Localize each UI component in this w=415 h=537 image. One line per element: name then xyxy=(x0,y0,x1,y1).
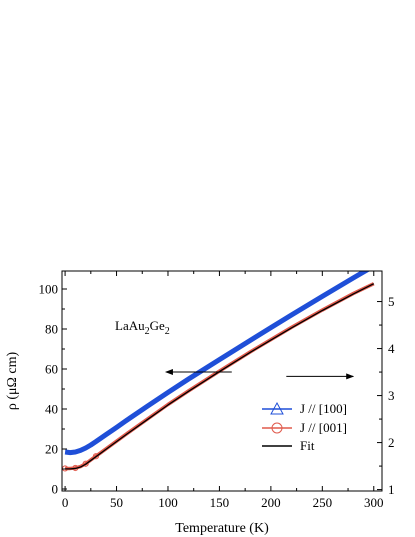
y2-tick-label: 1 xyxy=(388,482,395,497)
x-axis: 0 50 100 150 200 250 300 xyxy=(62,271,384,510)
compound-sub-1: 2 xyxy=(145,326,150,337)
y-tick-label: 40 xyxy=(45,402,58,417)
svg-text:J // [001]: J // [001] xyxy=(300,420,347,435)
data-point xyxy=(82,460,89,467)
x-tick-label: 200 xyxy=(261,495,281,510)
triangle-marker-icon xyxy=(270,401,284,415)
y-tick-label: 80 xyxy=(45,322,58,337)
y-axis-title: ρ (μΩ cm) xyxy=(5,352,20,411)
y-tick-label: 100 xyxy=(39,282,59,297)
legend-entry-001: J // [001] xyxy=(262,420,347,435)
fit-line xyxy=(65,283,375,470)
compound-label: LaAu2Ge2 xyxy=(115,318,170,337)
x-tick-label: 50 xyxy=(110,495,123,510)
y-tick-label: 60 xyxy=(45,362,58,377)
plot-frame xyxy=(61,270,383,492)
x-tick-label: 300 xyxy=(364,495,384,510)
y-axis-right: 1 2 3 4 5 xyxy=(377,294,395,497)
compound-sub-2: 2 xyxy=(165,326,170,337)
y2-tick-label: 3 xyxy=(388,388,395,403)
y-tick-label: 0 xyxy=(52,482,59,497)
y-tick-label: 20 xyxy=(45,442,58,457)
series-J // [001] xyxy=(62,282,375,472)
legend: J // [100] J // [001] Fit xyxy=(262,401,347,453)
svg-text:J // [100]: J // [100] xyxy=(300,401,347,416)
y2-tick-label: 2 xyxy=(388,435,395,450)
y2-tick-label: 4 xyxy=(388,341,395,356)
svg-text:Fit: Fit xyxy=(300,438,315,453)
compound-base: LaAu xyxy=(115,318,145,333)
x-tick-label: 0 xyxy=(62,495,69,510)
compound-mid: Ge xyxy=(150,318,165,333)
data-point xyxy=(92,453,100,460)
y2-tick-label: 5 xyxy=(388,294,395,309)
x-tick-label: 100 xyxy=(158,495,178,510)
x-tick-label: 250 xyxy=(313,495,333,510)
series-layer xyxy=(62,271,375,472)
series-Fit xyxy=(65,283,375,470)
legend-entry-fit: Fit xyxy=(262,438,315,453)
y-axis-left: 0 20 40 60 80 100 xyxy=(39,282,67,497)
circle-marker-icon xyxy=(271,422,283,434)
legend-entry-100: J // [100] xyxy=(262,401,347,416)
x-tick-label: 150 xyxy=(210,495,230,510)
series-line xyxy=(64,271,371,456)
x-axis-title: Temperature (K) xyxy=(175,521,269,536)
series-J // [100] xyxy=(64,271,371,456)
